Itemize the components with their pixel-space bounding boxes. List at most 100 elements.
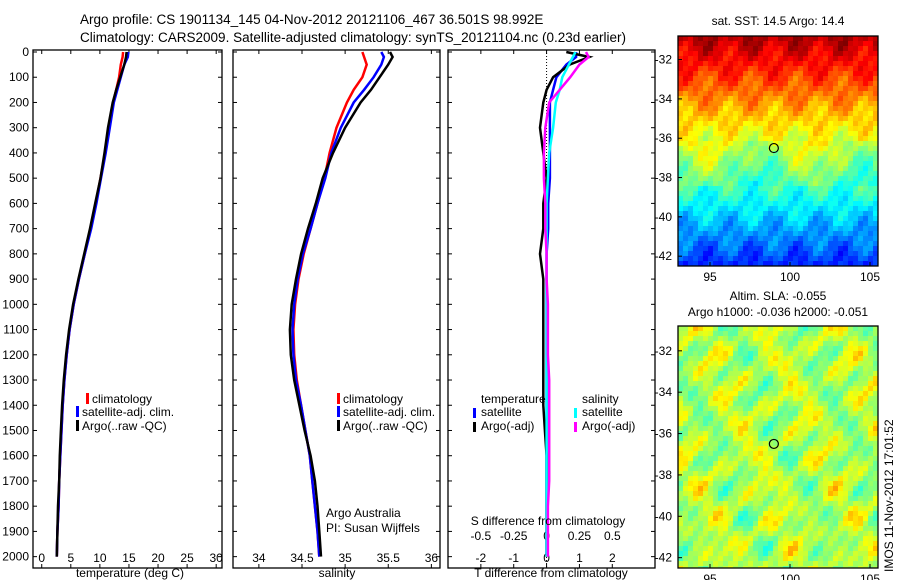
pi-note: PI: Susan Wijffels: [326, 521, 420, 535]
legend-header-temperature: temperature: [481, 392, 546, 406]
sst-map-title: sat. SST: 14.5 Argo: 14.4: [712, 14, 845, 28]
y-tick-label: 300: [9, 121, 29, 135]
x-tick-label: 100: [780, 572, 800, 580]
sla-map-panel: 95 100 105 -32 -34 -36 -38 -40 -42: [655, 325, 880, 580]
y-tick-label: -32: [655, 53, 673, 67]
salinity-xlabel: salinity: [319, 566, 356, 580]
title-line-2: Climatology: CARS2009. Satellite-adjuste…: [80, 30, 626, 45]
x-tick-label: 10: [93, 551, 107, 565]
legend-swatch-satellite: [337, 406, 340, 417]
map-frame: [677, 325, 879, 569]
x-tick-label: -1: [508, 551, 519, 565]
difference-panel: -2-1012-0.5-0.2500.250.5: [447, 49, 656, 569]
series-line-salinity-argo-adj-: [542, 51, 591, 557]
x-tick-label: 30: [210, 551, 224, 565]
y-tick-label: -32: [655, 344, 673, 358]
series-line-satellite-adj-clim-: [55, 51, 130, 557]
sla-map-subtitle: Argo h1000: -0.036 h2000: -0.051: [688, 305, 868, 319]
series-line-satellite-adj-clim-: [291, 51, 386, 557]
plot-frame: [232, 49, 441, 569]
x-tick-label: 2: [609, 551, 616, 565]
y-tick-label: 1000: [2, 297, 29, 311]
legend-swatch-argo: [76, 420, 79, 431]
legend-label: satellite-adj. clim.: [82, 405, 174, 419]
y-tick-label: 1300: [2, 373, 29, 387]
x-tick-label: 20: [151, 551, 165, 565]
legend-label: Argo(-adj): [481, 419, 534, 433]
t-diff-xlabel: T difference from climatology: [474, 566, 628, 580]
legend-swatch-t-argo: [473, 422, 476, 432]
legend-label: Argo(-adj): [582, 419, 635, 433]
y-tick-label: -38: [655, 468, 673, 482]
series-line-argo-raw-qc-: [55, 51, 128, 557]
y-tick-label: 1100: [3, 323, 29, 337]
s-diff-xlabel: S difference from climatology: [471, 514, 626, 528]
legend-label: Argo(..raw -QC): [82, 419, 167, 433]
sst-map-panel: 95 100 105 -32 -34 -36 -38 -40 -42: [655, 35, 880, 284]
legend-swatch-t-satellite: [473, 408, 476, 418]
x-tick-label: -2: [476, 551, 487, 565]
x-tick-label: 5: [67, 551, 74, 565]
x-tick-label: 34.5: [290, 551, 314, 565]
x-tick-label: 95: [703, 270, 717, 284]
y-tick-label: 900: [9, 272, 29, 286]
y-tick-label: 1500: [2, 423, 29, 437]
x-tick-label: 105: [860, 572, 880, 580]
legend-swatch-climatology: [337, 393, 340, 404]
legend-label: satellite: [582, 405, 623, 419]
y-tick-label: 1800: [2, 499, 29, 513]
x2-tick-label: -0.25: [500, 529, 528, 543]
map-frame: [677, 35, 879, 267]
y-tick-label: -42: [655, 249, 673, 263]
title-line-1: Argo profile: CS 1901134_145 04-Nov-2012…: [80, 12, 543, 27]
y-tick-label: 100: [9, 70, 29, 84]
x-tick-label: 34: [252, 551, 266, 565]
temperature-panel: 0 5 10 15 20 25 300100200300400500600700800900…: [2, 45, 224, 569]
imos-timestamp: IMOS 11-Nov-2012 17:01:52: [882, 419, 896, 572]
legend-header-salinity: salinity: [582, 392, 619, 406]
y-tick-label: -36: [655, 427, 673, 441]
y-tick-label: -34: [655, 385, 673, 399]
y-tick-label: 1200: [2, 348, 29, 362]
legend-label: climatology: [343, 392, 403, 406]
map-cells: [678, 326, 878, 568]
x2-tick-label: 0.25: [568, 529, 592, 543]
argo-location-marker: [768, 142, 779, 154]
plot-frame: [447, 49, 656, 569]
legend-label: satellite-adj. clim.: [343, 405, 435, 419]
legend-label: climatology: [92, 392, 152, 406]
legend-swatch-s-satellite: [574, 408, 577, 418]
y-tick-label: -34: [655, 92, 673, 106]
y-tick-label: 200: [9, 95, 29, 109]
salinity-panel: 34 34.5 35 35.5 36: [232, 49, 441, 569]
x-tick-label: 1: [576, 551, 583, 565]
legends: climatology satellite-adj. clim. Argo(..…: [76, 392, 635, 433]
series-line-argo-raw-qc-: [288, 51, 395, 557]
x2-tick-label: -0.5: [471, 529, 492, 543]
y-tick-label: 800: [9, 247, 29, 261]
x2-tick-label: 0.5: [604, 529, 621, 543]
y-tick-label: 700: [9, 222, 29, 236]
x-tick-label: 25: [180, 551, 194, 565]
argo-australia-note: Argo Australia: [326, 506, 401, 520]
y-tick-label: 2000: [2, 550, 29, 564]
legend-label: satellite: [481, 405, 522, 419]
series-line-climatology: [55, 51, 125, 557]
y-tick-label: 600: [9, 196, 29, 210]
y-tick-label: -42: [655, 551, 673, 565]
y-tick-label: 0: [22, 45, 29, 59]
series-line-climatology: [292, 51, 369, 557]
legend-swatch-satellite: [76, 406, 79, 417]
y-tick-label: -36: [655, 131, 673, 145]
map-cells: [678, 36, 878, 266]
x-tick-label: 0: [38, 551, 45, 565]
legend-swatch-argo: [337, 420, 340, 431]
y-tick-label: 1400: [2, 398, 29, 412]
y-tick-label: 400: [9, 146, 29, 160]
legend-swatch-climatology: [86, 393, 89, 404]
x-tick-label: 35.5: [377, 551, 401, 565]
y-tick-label: -40: [655, 210, 673, 224]
temperature-xlabel: temperature (deg C): [76, 566, 184, 580]
